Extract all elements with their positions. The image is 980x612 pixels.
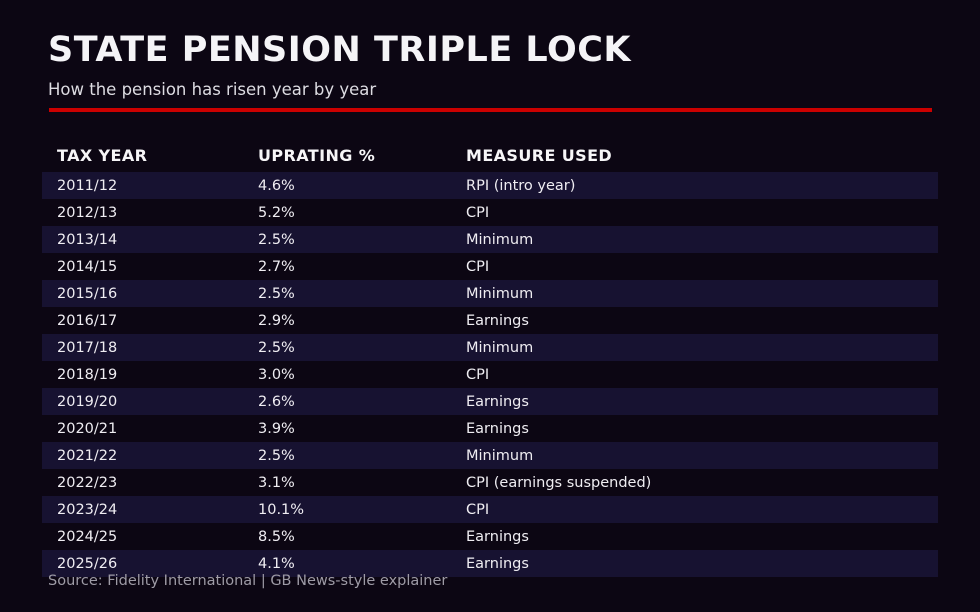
cell-measure: Minimum	[466, 285, 534, 302]
cell-tax-year: 2025/26	[57, 555, 118, 572]
pension-table: TAX YEAR UPRATING % MEASURE USED 2011/12…	[42, 138, 938, 577]
cell-uprating: 4.6%	[258, 177, 295, 194]
table-row: 2025/26 4.1% Earnings	[42, 550, 938, 577]
table-header-row: TAX YEAR UPRATING % MEASURE USED	[42, 138, 938, 172]
page-title: STATE PENSION TRIPLE LOCK	[48, 30, 632, 70]
page-subtitle: How the pension has risen year by year	[48, 80, 377, 99]
cell-measure: CPI	[466, 501, 490, 518]
source-caption: Source: Fidelity International | GB News…	[48, 573, 448, 589]
cell-uprating: 2.5%	[258, 339, 295, 356]
cell-uprating: 2.7%	[258, 258, 295, 275]
cell-uprating: 5.2%	[258, 204, 295, 221]
cell-measure: CPI (earnings suspended)	[466, 474, 652, 491]
cell-measure: CPI	[466, 204, 490, 221]
table-row: 2014/15 2.7% CPI	[42, 253, 938, 280]
cell-measure: CPI	[466, 258, 490, 275]
cell-tax-year: 2024/25	[57, 528, 118, 545]
cell-measure: CPI	[466, 366, 490, 383]
cell-measure: Minimum	[466, 231, 534, 248]
table-row: 2018/19 3.0% CPI	[42, 361, 938, 388]
table-row: 2016/17 2.9% Earnings	[42, 307, 938, 334]
cell-uprating: 2.6%	[258, 393, 295, 410]
cell-uprating: 2.5%	[258, 447, 295, 464]
table-row: 2024/25 8.5% Earnings	[42, 523, 938, 550]
cell-tax-year: 2019/20	[57, 393, 118, 410]
cell-uprating: 3.0%	[258, 366, 295, 383]
cell-measure: Earnings	[466, 528, 529, 545]
cell-tax-year: 2020/21	[57, 420, 118, 437]
cell-tax-year: 2021/22	[57, 447, 118, 464]
table-row: 2017/18 2.5% Minimum	[42, 334, 938, 361]
cell-tax-year: 2011/12	[57, 177, 118, 194]
cell-uprating: 10.1%	[258, 501, 305, 518]
table-body: 2011/12 4.6% RPI (intro year) 2012/13 5.2% CP…	[42, 172, 938, 577]
cell-tax-year: 2023/24	[57, 501, 118, 518]
cell-tax-year: 2013/14	[57, 231, 118, 248]
cell-tax-year: 2012/13	[57, 204, 118, 221]
cell-measure: Earnings	[466, 312, 529, 329]
column-header-tax-year: TAX YEAR	[57, 145, 148, 165]
accent-divider	[49, 108, 932, 112]
cell-uprating: 3.9%	[258, 420, 295, 437]
column-header-uprating: UPRATING %	[258, 145, 376, 165]
cell-tax-year: 2018/19	[57, 366, 118, 383]
table-row: 2012/13 5.2% CPI	[42, 199, 938, 226]
cell-measure: Earnings	[466, 555, 529, 572]
table-row: 2015/16 2.5% Minimum	[42, 280, 938, 307]
cell-uprating: 2.5%	[258, 285, 295, 302]
cell-uprating: 8.5%	[258, 528, 295, 545]
table-row: 2023/24 10.1% CPI	[42, 496, 938, 523]
table-row: 2021/22 2.5% Minimum	[42, 442, 938, 469]
column-header-measure: MEASURE USED	[466, 145, 613, 165]
table-row: 2022/23 3.1% CPI (earnings suspended)	[42, 469, 938, 496]
cell-tax-year: 2015/16	[57, 285, 118, 302]
cell-measure: Earnings	[466, 393, 529, 410]
cell-measure: Minimum	[466, 447, 534, 464]
cell-uprating: 2.9%	[258, 312, 295, 329]
cell-tax-year: 2022/23	[57, 474, 118, 491]
cell-tax-year: 2016/17	[57, 312, 118, 329]
cell-measure: RPI (intro year)	[466, 177, 576, 194]
table-row: 2020/21 3.9% Earnings	[42, 415, 938, 442]
cell-uprating: 3.1%	[258, 474, 295, 491]
cell-measure: Earnings	[466, 420, 529, 437]
table-row: 2019/20 2.6% Earnings	[42, 388, 938, 415]
table-row: 2013/14 2.5% Minimum	[42, 226, 938, 253]
cell-uprating: 4.1%	[258, 555, 295, 572]
table-row: 2011/12 4.6% RPI (intro year)	[42, 172, 938, 199]
cell-measure: Minimum	[466, 339, 534, 356]
cell-uprating: 2.5%	[258, 231, 295, 248]
cell-tax-year: 2017/18	[57, 339, 118, 356]
cell-tax-year: 2014/15	[57, 258, 118, 275]
